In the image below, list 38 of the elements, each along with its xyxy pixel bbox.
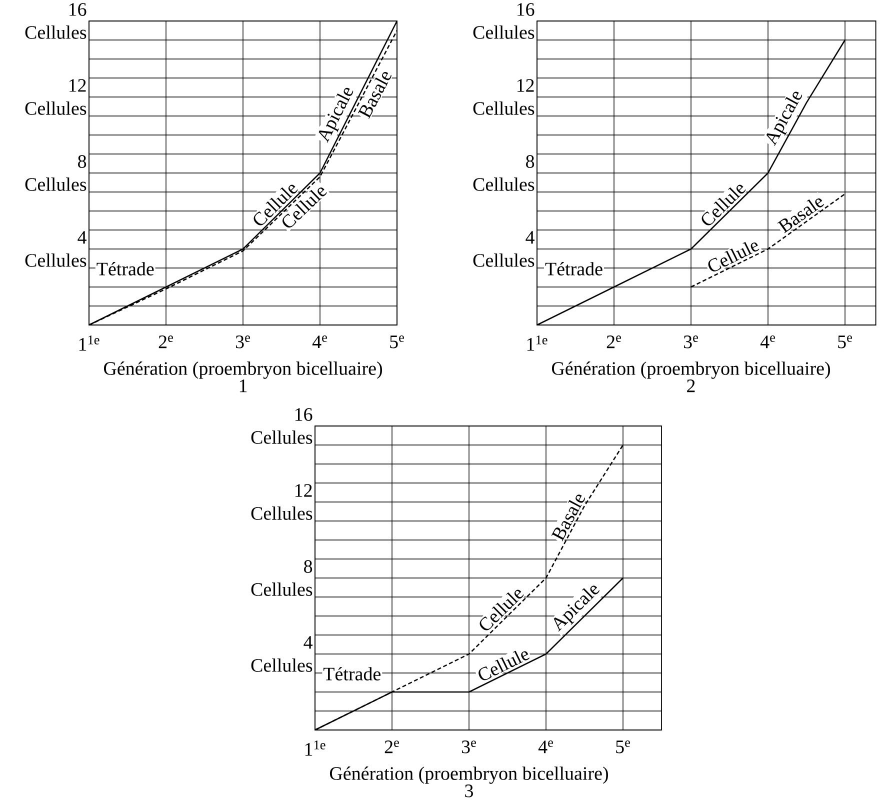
x-tick-label: 3$^{e}$ (462, 740, 476, 754)
x-tick-label: 2$^{e}$ (384, 740, 399, 754)
y-tick-label: 16 Cellules (251, 408, 312, 444)
y-tick-label: 12 Cellules (473, 79, 534, 115)
x-tick-label: 1$^{1e}$ (527, 336, 548, 351)
x-tick-label: 4$^{e}$ (760, 336, 775, 348)
text: 2 (687, 380, 695, 392)
x-tick-label: 2$^{e}$ (158, 336, 173, 348)
annotation: Tétrade (96, 262, 154, 276)
y-tick-label: 4 Cellules (251, 636, 313, 672)
y-tick-label: 16 Cellules (25, 3, 86, 39)
y-tick-label: 12 Cellules (251, 484, 312, 520)
x-tick-label: 5$^{e}$ (838, 336, 852, 348)
x-tick-label: 2$^{e}$ (606, 336, 621, 348)
annotation: Tétrade (545, 262, 602, 276)
y-tick-label: 4 Cellules (473, 231, 535, 267)
x-tick-label: 4$^{e}$ (538, 740, 553, 754)
annotation: Cellule (708, 242, 760, 272)
y-tick-label: 12 Cellules (25, 79, 86, 115)
x-tick-label: 1$^{1e}$ (79, 336, 100, 351)
x-axis-title: Génération (proembryon bicelluaire) (552, 362, 830, 379)
text: 3 (465, 784, 473, 798)
x-tick-label: 3$^{e}$ (684, 336, 698, 348)
x-axis-title: Génération (proembryon bicelluaire) (104, 362, 382, 379)
y-tick-label: 8 Cellules (251, 560, 312, 596)
y-tick-label: 8 Cellules (473, 155, 534, 191)
text: 1 (240, 380, 247, 392)
y-tick-label: 4 Cellules (25, 231, 87, 267)
y-tick-label: 16 Cellules (473, 3, 534, 39)
x-tick-label: 3$^{e}$ (236, 336, 250, 348)
x-tick-label: 4$^{e}$ (312, 336, 327, 348)
x-tick-label: 1$^{1e}$ (305, 740, 326, 756)
y-tick-label: 8 Cellules (25, 155, 86, 191)
x-tick-label: 5$^{e}$ (616, 740, 630, 754)
annotation: Cellule (478, 650, 530, 680)
x-tick-label: 5$^{e}$ (390, 336, 404, 348)
x-axis-title: Génération (proembryon bicelluaire) (330, 766, 608, 784)
annotation: Tétrade (323, 667, 381, 680)
